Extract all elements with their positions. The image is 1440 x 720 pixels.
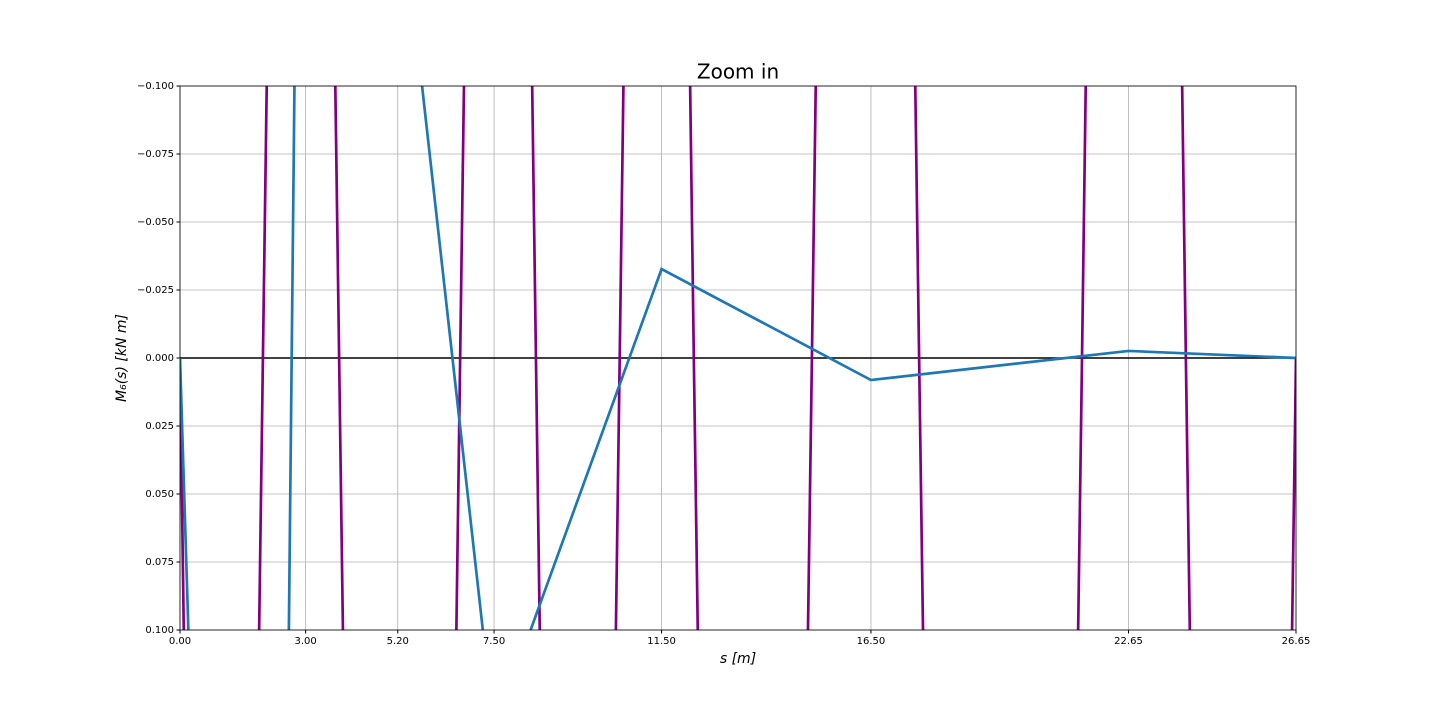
x-tick-label: 22.65 (1114, 636, 1143, 647)
y-tick-label: −0.075 (137, 149, 174, 160)
x-tick-label: 0.00 (169, 636, 191, 647)
y-axis-label: M₆(s) [kN m] (114, 314, 130, 402)
x-tick-label: 5.20 (387, 636, 409, 647)
x-tick-label: 11.50 (647, 636, 676, 647)
plot-area (180, 86, 1296, 630)
y-tick-label: 0.100 (145, 625, 174, 636)
y-tick-label: −0.100 (137, 81, 174, 92)
x-tick-label: 3.00 (294, 636, 316, 647)
plot-frame (179, 85, 1297, 631)
y-tick-label: 0.075 (145, 557, 174, 568)
x-axis-label: s [m] (720, 651, 756, 667)
x-tick-label: 26.65 (1282, 636, 1311, 647)
chart-title: Zoom in (697, 60, 779, 84)
x-tick-label: 16.50 (857, 636, 886, 647)
data-line (180, 86, 1296, 630)
y-tick-label: 0.050 (145, 489, 174, 500)
y-tick-label: −0.050 (137, 217, 174, 228)
y-tick-label: 0.025 (145, 421, 174, 432)
x-tick-label: 7.50 (483, 636, 505, 647)
y-tick-label: 0.000 (145, 353, 174, 364)
y-tick-label: −0.025 (137, 285, 174, 296)
